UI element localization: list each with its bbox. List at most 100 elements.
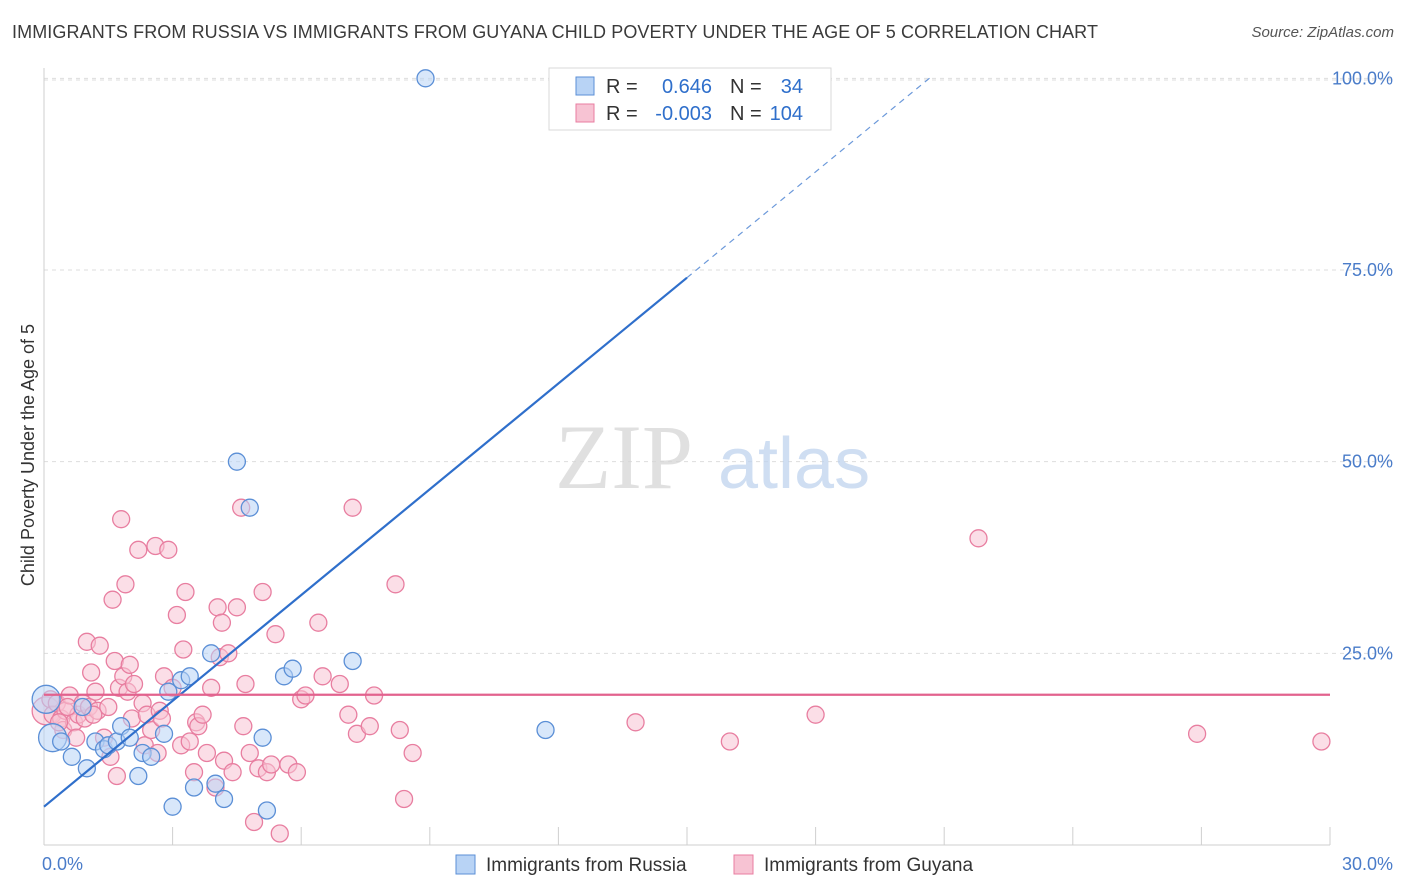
guyana-point	[112, 510, 131, 529]
guyana-point	[167, 605, 187, 625]
guyana-point	[626, 713, 645, 732]
gridlines	[44, 77, 1395, 654]
legend-swatch-russia	[455, 854, 476, 875]
y-tick-label: 75.0%	[1342, 260, 1393, 280]
guyana-point	[227, 598, 247, 617]
russia-point	[180, 667, 199, 686]
russia-point	[73, 697, 92, 717]
guyana-point	[234, 717, 253, 736]
stats-n-value-guyana: 104	[770, 103, 803, 125]
guyana-point	[129, 540, 148, 559]
guyana-point	[120, 655, 139, 674]
guyana-point	[152, 709, 172, 728]
zipatlas-watermark: ZIP atlas	[555, 406, 870, 508]
axes	[43, 68, 1331, 846]
russia-point	[51, 732, 71, 751]
guyana-point	[107, 766, 127, 786]
russia-point	[202, 644, 221, 663]
russia-point	[163, 797, 182, 816]
guyana-point	[266, 625, 285, 644]
russia-point	[283, 659, 302, 678]
guyana-point	[86, 682, 105, 701]
stats-n-label-guyana: N =	[730, 103, 762, 125]
guyana-point	[105, 651, 124, 671]
guyana-point	[309, 613, 328, 632]
watermark-atlas: atlas	[718, 424, 870, 504]
legend-label-guyana: Immigrants from Guyana	[764, 855, 973, 876]
stats-swatch-guyana	[575, 103, 595, 123]
guyana-point	[969, 529, 988, 548]
stats-n-value-russia: 34	[781, 76, 803, 98]
russia-point	[31, 684, 61, 714]
guyana-point	[212, 613, 232, 632]
russia-point	[536, 720, 555, 740]
russia-point	[184, 778, 204, 797]
guyana-point	[223, 763, 242, 782]
guyana-point	[116, 575, 135, 594]
y-tick-label: 50.0%	[1342, 452, 1393, 472]
guyana-point	[180, 732, 199, 751]
chart-source: Source: ZipAtlas.com	[1251, 24, 1394, 41]
russia-point	[159, 682, 178, 701]
guyana-point	[386, 575, 405, 594]
russia-point	[62, 747, 82, 766]
guyana-point	[90, 636, 109, 655]
russia-point	[154, 724, 174, 743]
guyana-point	[159, 540, 178, 559]
stats-swatch-russia	[575, 76, 595, 96]
guyana-point	[124, 674, 144, 694]
guyana-point	[360, 717, 379, 736]
russia-point	[257, 801, 277, 820]
russia-point	[129, 766, 148, 786]
guyana-point	[287, 763, 307, 782]
guyana-point	[82, 663, 101, 682]
guyana-point	[343, 498, 362, 517]
chart-title: IMMIGRANTS FROM RUSSIA VS IMMIGRANTS FRO…	[12, 22, 1099, 42]
y-axis-label: Child Poverty Under the Age of 5	[18, 324, 38, 586]
stats-legend-box	[548, 67, 832, 131]
russia-point	[253, 728, 272, 747]
stats-n-label-russia: N =	[730, 76, 762, 98]
guyana-point	[197, 743, 217, 763]
guyana-point	[176, 582, 195, 602]
russia-point	[343, 651, 362, 671]
guyana-point	[262, 755, 281, 774]
legend-label-russia: Immigrants from Russia	[486, 855, 687, 876]
guyana-point	[193, 705, 212, 724]
guyana-point	[103, 590, 122, 609]
trend-lines	[43, 76, 1330, 808]
guyana-point	[236, 674, 255, 694]
x-tick-label: 30.0%	[1342, 854, 1393, 874]
russia-trend-line	[43, 276, 688, 808]
guyana-point	[339, 705, 358, 724]
guyana-point	[208, 598, 227, 617]
guyana-point	[99, 697, 118, 717]
russia-points	[31, 69, 641, 820]
series-legend: Immigrants from Russia Immigrants from G…	[455, 854, 973, 876]
russia-point	[77, 759, 97, 778]
guyana-point	[244, 812, 264, 832]
guyana-point	[253, 582, 272, 602]
stats-r-label-russia: R =	[606, 76, 638, 98]
russia-point	[227, 452, 247, 471]
guyana-point	[1187, 724, 1207, 743]
guyana-point	[270, 824, 289, 843]
stats-r-value-guyana: -0.003	[655, 103, 712, 125]
guyana-point	[394, 789, 414, 809]
watermark-zip: ZIP	[555, 406, 693, 508]
guyana-point	[202, 678, 221, 697]
guyana-point	[330, 674, 349, 694]
russia-point	[206, 774, 225, 793]
guyana-point	[1312, 732, 1331, 751]
russia-point	[214, 789, 234, 809]
stats-legend: R = 0.646 N = 34 R = -0.003 N = 104	[548, 67, 832, 131]
guyana-point	[390, 720, 409, 740]
legend-swatch-guyana	[733, 854, 754, 875]
russia-point	[416, 69, 435, 88]
guyana-point	[174, 640, 193, 659]
x-tick-label: 0.0%	[42, 854, 83, 874]
guyana-point	[313, 667, 332, 686]
russia-point	[240, 498, 259, 517]
y-tick-label: 100.0%	[1332, 68, 1393, 88]
